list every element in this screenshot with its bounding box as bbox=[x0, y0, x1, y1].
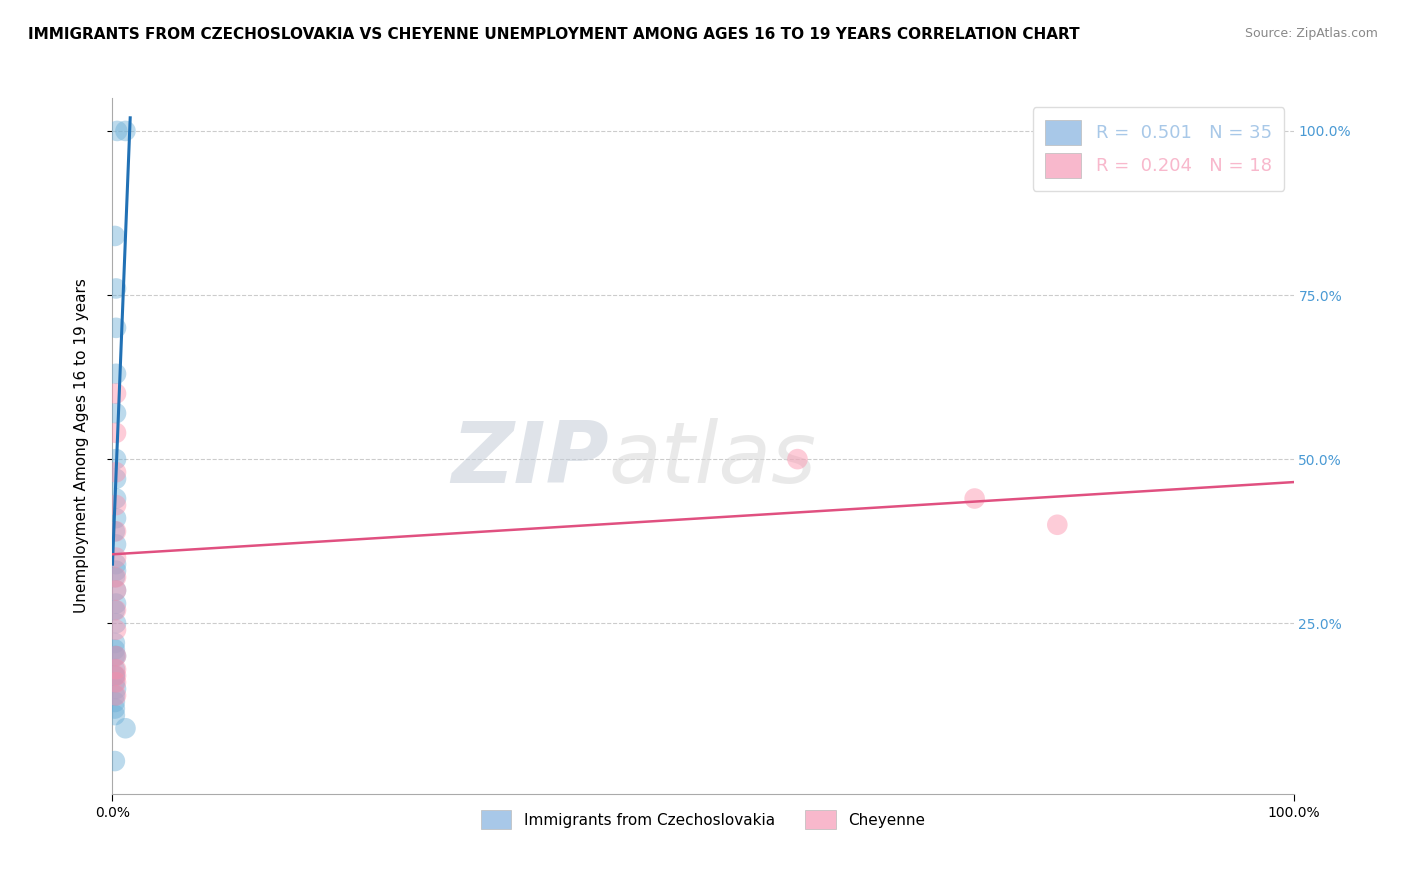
Point bbox=[105, 557, 128, 571]
Point bbox=[105, 524, 128, 539]
Point bbox=[105, 669, 128, 683]
Y-axis label: Unemployment Among Ages 16 to 19 years: Unemployment Among Ages 16 to 19 years bbox=[75, 278, 89, 614]
Point bbox=[104, 689, 127, 703]
Point bbox=[104, 636, 127, 650]
Point bbox=[105, 689, 128, 703]
Point bbox=[114, 721, 136, 735]
Point bbox=[105, 498, 128, 512]
Point bbox=[104, 695, 127, 709]
Point bbox=[1046, 517, 1069, 532]
Point bbox=[104, 701, 127, 715]
Point bbox=[105, 675, 128, 690]
Point bbox=[104, 708, 127, 723]
Point bbox=[105, 603, 128, 617]
Point bbox=[963, 491, 986, 506]
Point bbox=[114, 124, 136, 138]
Point bbox=[104, 603, 127, 617]
Point bbox=[105, 583, 128, 598]
Point bbox=[104, 570, 127, 584]
Point bbox=[105, 472, 128, 486]
Text: Source: ZipAtlas.com: Source: ZipAtlas.com bbox=[1244, 27, 1378, 40]
Point bbox=[105, 616, 128, 631]
Text: ZIP: ZIP bbox=[451, 418, 609, 501]
Point bbox=[104, 642, 127, 657]
Point bbox=[104, 662, 127, 676]
Point bbox=[105, 623, 128, 637]
Point bbox=[105, 511, 128, 525]
Point bbox=[104, 524, 127, 539]
Text: IMMIGRANTS FROM CZECHOSLOVAKIA VS CHEYENNE UNEMPLOYMENT AMONG AGES 16 TO 19 YEAR: IMMIGRANTS FROM CZECHOSLOVAKIA VS CHEYEN… bbox=[28, 27, 1080, 42]
Point bbox=[104, 675, 127, 690]
Point bbox=[105, 321, 128, 335]
Legend: Immigrants from Czechoslovakia, Cheyenne: Immigrants from Czechoslovakia, Cheyenne bbox=[475, 804, 931, 835]
Point bbox=[105, 648, 128, 663]
Point bbox=[105, 367, 128, 381]
Point bbox=[105, 662, 128, 676]
Point bbox=[105, 550, 128, 565]
Point bbox=[105, 583, 128, 598]
Point bbox=[105, 648, 128, 663]
Point bbox=[105, 491, 128, 506]
Point bbox=[104, 669, 127, 683]
Point bbox=[105, 597, 128, 611]
Point bbox=[104, 648, 127, 663]
Point bbox=[105, 281, 128, 295]
Point bbox=[104, 229, 127, 244]
Point bbox=[105, 425, 128, 440]
Point bbox=[104, 669, 127, 683]
Point bbox=[105, 681, 128, 696]
Point bbox=[105, 452, 128, 467]
Point bbox=[104, 754, 127, 768]
Point bbox=[105, 537, 128, 551]
Point bbox=[105, 386, 128, 401]
Point bbox=[786, 452, 808, 467]
Point bbox=[105, 124, 128, 138]
Point bbox=[105, 465, 128, 479]
Point bbox=[105, 570, 128, 584]
Point bbox=[105, 564, 128, 578]
Point bbox=[105, 406, 128, 420]
Text: atlas: atlas bbox=[609, 418, 817, 501]
